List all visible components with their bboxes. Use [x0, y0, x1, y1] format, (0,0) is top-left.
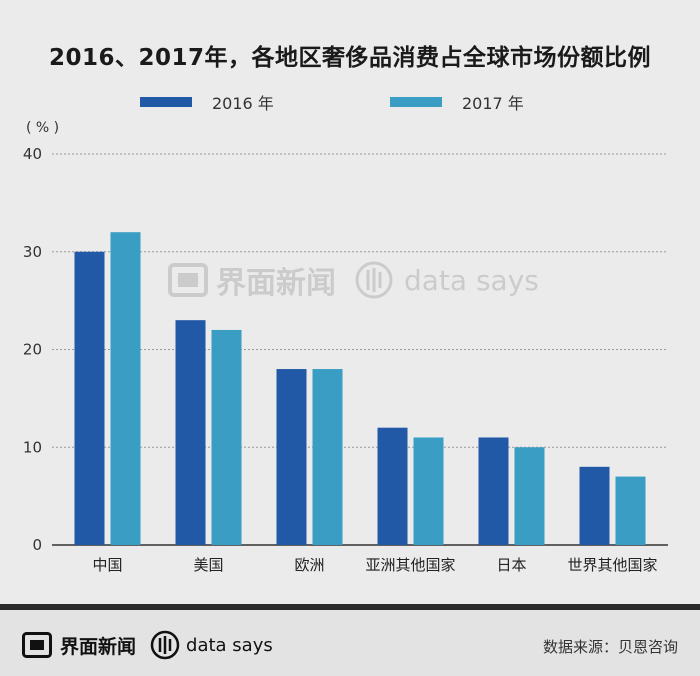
y-tick-label: 30: [23, 243, 42, 261]
bar-2016: [478, 437, 509, 545]
data-source: 数据来源：贝恩咨询: [542, 638, 678, 656]
x-category-label: 中国: [92, 556, 122, 574]
footer-brand: 界面新闻 data says: [22, 630, 273, 660]
chart-title: 2016、2017年，各地区奢侈品消费占全球市场份额比例: [48, 45, 652, 71]
bar-2017: [615, 476, 646, 545]
bar-chart: 0 10 20 30 40 中国 美国 欧洲 亚洲其他国家 日本 世界其他国家: [23, 145, 668, 574]
datasays-icon: [150, 630, 180, 660]
bar-2016: [377, 427, 408, 545]
bar-2016: [579, 466, 610, 545]
y-axis-unit: ( % ): [26, 120, 60, 136]
bar-2017: [312, 369, 343, 545]
datasays-logo: data says: [150, 630, 273, 660]
bar-2017: [211, 329, 242, 545]
bar-2016: [276, 369, 307, 545]
bar-2017: [413, 437, 444, 545]
footer-divider: [0, 604, 700, 610]
bar-2017: [514, 447, 545, 545]
footer-tagline: data says: [186, 634, 273, 656]
legend-label-2017: 2017 年: [462, 94, 524, 113]
footer: 界面新闻 data says 数据来源：贝恩咨询: [0, 610, 700, 676]
bar-2017: [110, 232, 141, 545]
legend-item-2017: 2017 年: [390, 90, 524, 114]
bar-2016: [175, 320, 206, 545]
x-category-label: 亚洲其他国家: [365, 556, 455, 574]
x-category-label: 美国: [193, 556, 223, 574]
footer-brand-name: 界面新闻: [60, 635, 137, 658]
bar-2016: [74, 251, 105, 545]
y-tick-label: 40: [23, 145, 42, 163]
y-tick-label: 10: [23, 438, 42, 456]
x-category-label: 欧洲: [294, 556, 324, 574]
x-category-label: 日本: [496, 556, 526, 574]
chart-legend: 2016 年 2017 年: [0, 90, 700, 114]
legend-label-2016: 2016 年: [212, 94, 274, 113]
x-category-label: 世界其他国家: [567, 556, 657, 574]
legend-swatch-2016: [140, 97, 192, 107]
y-tick-label: 20: [23, 341, 42, 359]
y-tick-label: 0: [32, 536, 42, 554]
legend-item-2016: 2016 年: [140, 90, 274, 114]
jiemian-logo-icon: [22, 632, 52, 658]
legend-swatch-2017: [390, 97, 442, 107]
